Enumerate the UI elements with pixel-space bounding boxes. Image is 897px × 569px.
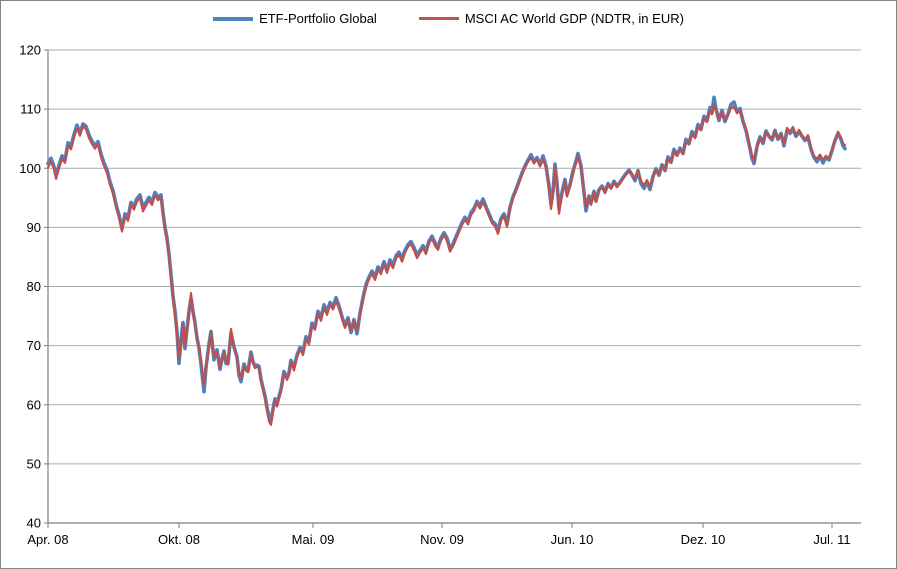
- y-axis-label-90: 90: [27, 220, 41, 235]
- legend-item-1: MSCI AC World GDP (NDTR, in EUR): [418, 11, 684, 26]
- x-axis-label-Nov. 09: Nov. 09: [420, 532, 464, 547]
- legend-line-swatch-0: [213, 16, 254, 21]
- y-axis-label-50: 50: [27, 456, 41, 471]
- y-axis-label-70: 70: [27, 338, 41, 353]
- legend: ETF-Portfolio Global MSCI AC World GDP (N…: [1, 11, 896, 26]
- x-axis-label-Dez. 10: Dez. 10: [681, 532, 726, 547]
- series-line-1: [46, 103, 847, 426]
- x-axis-label-Apr. 08: Apr. 08: [27, 532, 68, 547]
- x-axis-label-Mai. 09: Mai. 09: [292, 532, 335, 547]
- y-axis-label-40: 40: [27, 516, 41, 531]
- series-line-0: [46, 95, 847, 422]
- legend-label-1: MSCI AC World GDP (NDTR, in EUR): [464, 11, 684, 26]
- y-axis-label-100: 100: [19, 161, 41, 176]
- x-axis-label-Jun. 10: Jun. 10: [551, 532, 594, 547]
- y-axis-label-80: 80: [27, 279, 41, 294]
- y-axis-label-120: 120: [19, 43, 41, 58]
- legend-item-0: ETF-Portfolio Global: [213, 11, 377, 26]
- legend-label-0: ETF-Portfolio Global: [259, 11, 377, 26]
- x-axis-label-Jul. 11: Jul. 11: [813, 532, 850, 547]
- y-axis-label-110: 110: [20, 102, 41, 117]
- y-axis-label-60: 60: [27, 397, 41, 412]
- legend-line-swatch-1: [418, 17, 459, 20]
- x-axis-label-Okt. 08: Okt. 08: [158, 532, 200, 547]
